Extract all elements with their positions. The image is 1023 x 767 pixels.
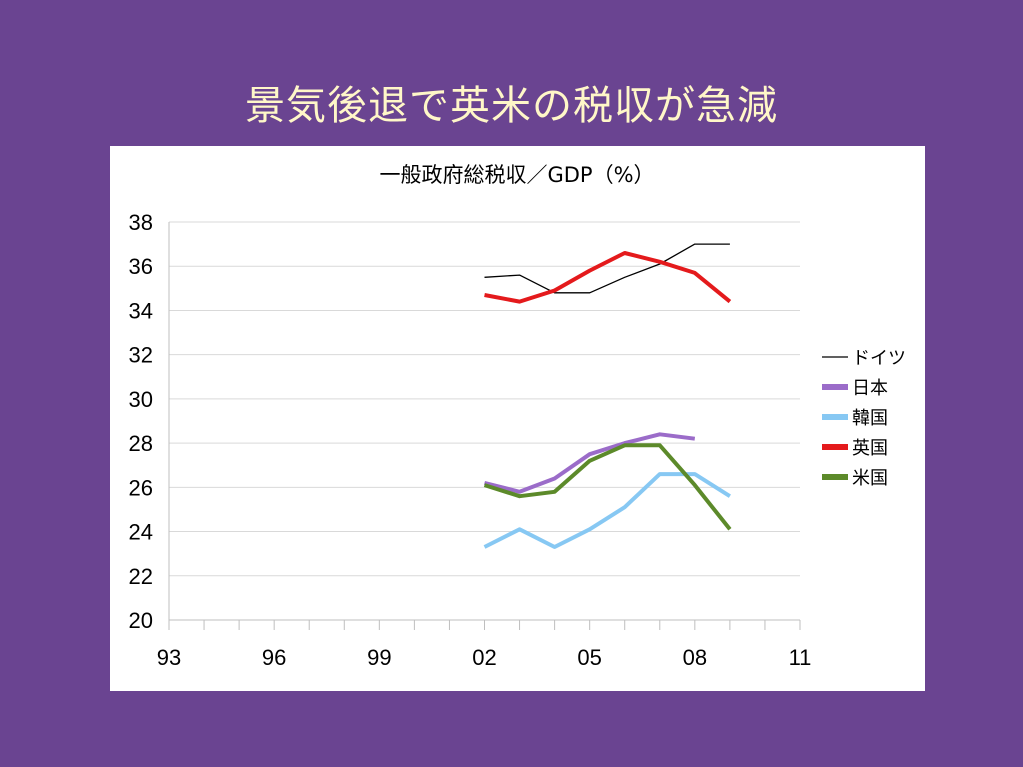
x-tick-label: 99 [367, 645, 391, 670]
y-tick-label: 24 [129, 520, 153, 545]
y-tick-label: 36 [129, 254, 153, 279]
legend-label-米国: 米国 [852, 468, 888, 489]
legend-label-ドイツ: ドイツ [852, 348, 906, 369]
y-tick-label: 38 [129, 210, 153, 235]
x-tick-label: 93 [157, 645, 181, 670]
legend-label-韓国: 韓国 [852, 408, 888, 429]
y-tick-label: 28 [129, 431, 153, 456]
y-tick-label: 32 [129, 343, 153, 368]
y-tick-label: 22 [129, 564, 153, 589]
series-line-韓国 [483, 472, 731, 549]
legend-label-日本: 日本 [852, 378, 888, 399]
chart-panel: 一般政府総税収／GDP（%） 20 22 24 26 28 30 32 34 36 38 93 96 99… [110, 146, 925, 691]
x-tick-label: 08 [683, 645, 707, 670]
x-tick-label: 11 [789, 645, 812, 670]
line-chart: 一般政府総税収／GDP（%） 20 22 24 26 28 30 32 34 36 38 93 96 99… [129, 163, 906, 670]
x-tick-label: 96 [262, 645, 286, 670]
legend-label-英国: 英国 [852, 438, 888, 459]
y-tick-label: 30 [129, 387, 153, 412]
y-tick-label: 34 [129, 298, 153, 323]
slide-title: 景気後退で英米の税収が急減 [245, 83, 778, 129]
x-tick-label: 02 [472, 645, 496, 670]
series-line-英国 [484, 251, 732, 304]
y-tick-label: 26 [129, 475, 153, 500]
y-tick-label: 20 [129, 608, 153, 633]
series-line-日本 [484, 432, 696, 494]
series-line-ドイツ [484, 243, 730, 294]
x-tick-label: 05 [577, 645, 601, 670]
series-line-米国 [483, 443, 732, 531]
chart-title: 一般政府総税収／GDP（%） [379, 163, 654, 187]
